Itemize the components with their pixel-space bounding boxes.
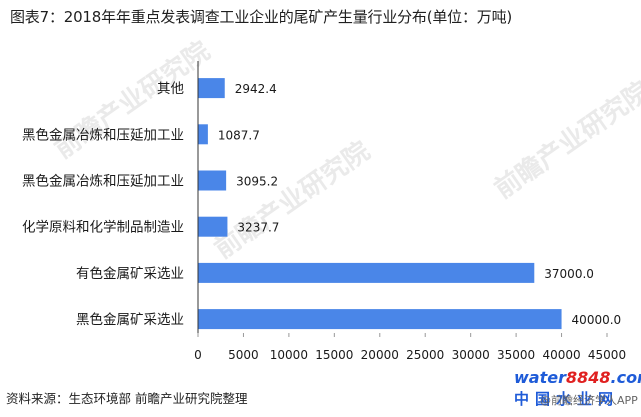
credit-text: @前瞻经济学人APP xyxy=(540,394,638,407)
value-label: 2942.4 xyxy=(235,82,277,96)
bar xyxy=(198,170,227,191)
chart-title: 图表7：2018年年重点发表调查工业企业的尾矿产生量行业分布(单位：万吨) xyxy=(10,8,513,26)
bar xyxy=(198,78,225,99)
x-tick-label: 40000 xyxy=(542,348,580,362)
bar xyxy=(198,262,535,283)
logo-text-8848: 8848 xyxy=(565,368,611,387)
logo-text-water: water xyxy=(514,368,566,387)
x-tick-label: 35000 xyxy=(497,348,535,362)
value-label: 1087.7 xyxy=(218,128,260,142)
x-tick-label: 5000 xyxy=(228,348,259,362)
category-label: 化学原料和化学制品制造业 xyxy=(22,220,184,236)
category-label: 黑色金属冶炼和压延加工业 xyxy=(22,173,184,190)
value-label: 3237.7 xyxy=(237,221,279,235)
value-label: 37000.0 xyxy=(544,267,594,281)
category-label: 其他 xyxy=(157,81,184,97)
x-tick-label: 0 xyxy=(194,348,202,362)
x-tick-label: 10000 xyxy=(270,348,308,362)
x-tick-label: 25000 xyxy=(406,348,444,362)
x-tick-label: 30000 xyxy=(452,348,490,362)
x-tick-label: 45000 xyxy=(588,348,626,362)
bar xyxy=(198,309,562,330)
source-note: 资料来源：生态环境部 前瞻产业研究院整理 xyxy=(6,391,248,406)
category-label: 黑色金属矿采选业 xyxy=(76,311,184,328)
value-label: 40000.0 xyxy=(572,313,622,327)
category-label: 黑色金属冶炼和压延加工业 xyxy=(22,126,184,143)
category-label: 有色金属矿采选业 xyxy=(76,265,184,282)
x-tick-label: 20000 xyxy=(361,348,399,362)
logo-text-domain: .com xyxy=(610,368,641,387)
bar xyxy=(198,216,228,237)
x-tick-label: 15000 xyxy=(315,348,353,362)
logo-bottom-text: 中国水业网 xyxy=(514,390,620,408)
value-label: 3095.2 xyxy=(236,175,278,189)
bar xyxy=(198,124,208,145)
water8848-logo: water8848.com 中国水业网 xyxy=(514,368,641,414)
